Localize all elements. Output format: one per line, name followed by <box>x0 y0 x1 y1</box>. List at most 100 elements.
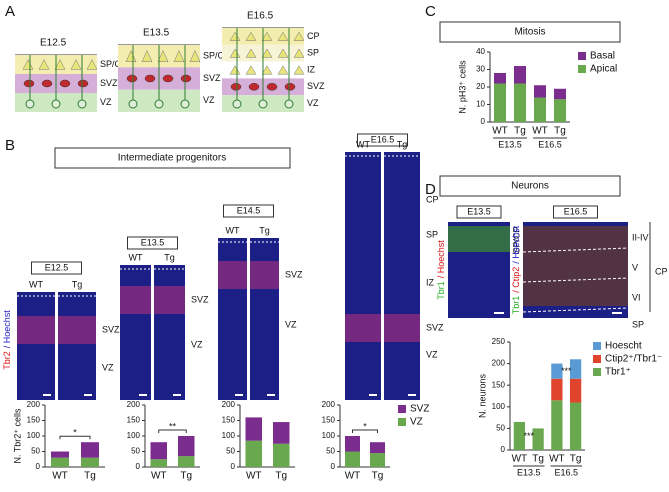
legend-label: Tbr1⁺ <box>605 367 631 378</box>
progenitor <box>77 79 89 88</box>
progenitor <box>126 74 138 83</box>
layer-label: VZ <box>307 98 319 108</box>
neuron <box>277 65 289 75</box>
legend-label: Apical <box>590 64 617 75</box>
legend-label: SVZ <box>410 404 429 415</box>
y-tick-label: 100 <box>322 431 336 440</box>
y-tick-label: 100 <box>27 431 41 440</box>
y-tick-label: 150 <box>127 416 141 425</box>
micrograph <box>345 152 381 400</box>
significance-label: * <box>73 428 77 438</box>
neuron <box>38 59 50 70</box>
significance-bracket <box>59 435 91 440</box>
y-tick-label: 200 <box>127 400 141 409</box>
legend-swatch <box>578 65 586 73</box>
title: Neurons <box>511 181 549 192</box>
genotype-label: Tg <box>397 139 408 149</box>
progenitor <box>266 83 278 91</box>
bar-segment <box>245 440 262 467</box>
legend-swatch <box>593 342 601 350</box>
layer-label: SP/CP <box>100 59 127 69</box>
bar-segment <box>551 363 563 379</box>
bar-segment <box>554 99 566 122</box>
radial-glia-soma <box>258 99 268 109</box>
tbr1-band <box>523 226 628 306</box>
layer-label: SVZ <box>285 269 303 279</box>
layer-label: VZ <box>285 319 297 329</box>
genotype-label: Tg <box>259 225 270 235</box>
bar-segment <box>494 83 506 122</box>
progenitor <box>144 74 156 83</box>
significance-bracket <box>352 429 378 433</box>
tbr2-band <box>17 316 55 344</box>
y-tick-label: 250 <box>492 337 506 346</box>
panel-label: D <box>425 181 436 198</box>
bar-segment <box>150 442 167 460</box>
y-tick-label: 50 <box>131 447 140 456</box>
layer-label: SP <box>632 319 644 329</box>
stage-label: E13.5 <box>143 28 170 39</box>
bar-segment <box>370 442 385 454</box>
bar-segment <box>513 421 525 450</box>
title-box <box>439 175 621 197</box>
bar-segment <box>273 443 290 467</box>
bar-segment <box>534 97 546 122</box>
bar-segment <box>370 453 385 467</box>
progenitor <box>41 79 53 88</box>
neuron <box>245 48 257 58</box>
y-tick-label: 150 <box>322 416 336 425</box>
bar-segment <box>150 459 167 467</box>
bar-segment <box>81 457 99 467</box>
y-tick-label: 20 <box>476 82 485 91</box>
layer-label: SP <box>307 48 319 58</box>
layer-label: SP/CP <box>511 226 521 253</box>
progenitor <box>248 83 260 91</box>
scale-bar <box>173 394 181 396</box>
y-tick-label: 0 <box>501 445 506 454</box>
layer-label: VZ <box>426 349 438 359</box>
tbr2-band <box>218 261 247 289</box>
x-tick-label: WT <box>532 126 548 137</box>
title: Intermediate progenitors <box>118 153 226 164</box>
y-tick-label: 0 <box>331 462 336 471</box>
panel-label: B <box>5 137 15 154</box>
layer-label: SVZ <box>307 81 325 91</box>
y-tick-label: 100 <box>492 402 506 411</box>
scale-bar <box>369 394 377 396</box>
neuron <box>293 48 305 58</box>
neuron <box>245 31 257 41</box>
neuron <box>189 49 201 62</box>
y-tick-label: 200 <box>322 400 336 409</box>
annotation: *** <box>523 431 534 441</box>
tbr2-band <box>58 316 96 344</box>
y-tick-label: 30 <box>476 65 485 74</box>
title-box <box>439 21 621 43</box>
stage-label: E13.5 <box>467 206 491 216</box>
layer-label: SVZ <box>100 78 118 88</box>
radial-glia-soma <box>25 99 35 109</box>
layer-boundary <box>522 334 629 340</box>
x-tick-label: Tg <box>554 126 566 137</box>
legend-swatch <box>593 368 601 376</box>
stain-part: / Ctip2 <box>511 267 521 293</box>
y-tick-label: 200 <box>492 359 506 368</box>
x-tick-label: Tg <box>570 454 582 465</box>
stain-label: Tbr1 / Hoechst <box>436 240 446 300</box>
neuron <box>54 59 66 70</box>
stage-label: E16.5 <box>247 11 274 22</box>
stain-label: Tbr2 / Hoechst <box>2 310 12 370</box>
genotype-label: WT <box>226 225 240 235</box>
panel-label: A <box>5 3 15 20</box>
layer-label: VZ <box>203 95 215 105</box>
bar-segment <box>570 359 582 379</box>
x-tick-label: Tg <box>84 471 96 482</box>
y-tick-label: 50 <box>496 424 505 433</box>
genotype-label: Tg <box>72 279 83 289</box>
group-label: E16.5 <box>554 467 578 477</box>
bar-segment <box>245 417 262 441</box>
bar-segment <box>51 451 69 458</box>
scale-bar <box>612 312 622 314</box>
legend-swatch <box>593 355 601 363</box>
bar-segment <box>532 428 544 450</box>
